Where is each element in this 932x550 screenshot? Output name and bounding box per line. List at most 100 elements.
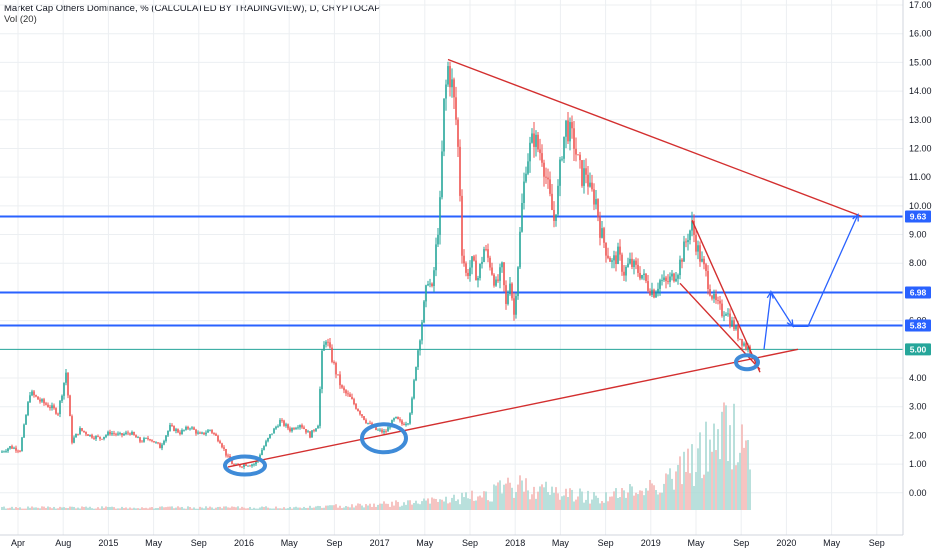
candle-body bbox=[731, 320, 733, 327]
price-tick-label: 13.00 bbox=[909, 115, 932, 125]
price-axis[interactable]: 17.00 16.00 15.00 14.00 13.00 12.00 11.00 10.00… bbox=[909, 0, 932, 498]
volume-bar bbox=[643, 495, 645, 510]
candle-body bbox=[39, 399, 41, 402]
volume-bar bbox=[711, 451, 713, 510]
candle-body bbox=[69, 395, 71, 417]
candle-body bbox=[545, 176, 547, 178]
volume-bar bbox=[147, 508, 149, 510]
price-badge bbox=[905, 343, 931, 356]
volume-bar bbox=[309, 505, 311, 510]
candle-body bbox=[225, 448, 227, 456]
volume-bar bbox=[33, 507, 35, 510]
volume-bar bbox=[99, 508, 101, 510]
volume-bar bbox=[591, 499, 593, 510]
candle-body bbox=[471, 256, 473, 268]
volume-bar bbox=[223, 506, 225, 510]
volume-bar bbox=[661, 492, 663, 510]
volume-bar bbox=[443, 501, 445, 510]
candle-body bbox=[463, 255, 465, 264]
volume-bar bbox=[273, 508, 275, 510]
candle-body bbox=[737, 325, 739, 339]
chart-title: Market Cap Others Dominance, % (CALCULAT… bbox=[4, 3, 381, 14]
candle-body bbox=[549, 179, 551, 194]
volume-bar bbox=[397, 501, 399, 510]
candle-body bbox=[137, 437, 139, 439]
volume-bar bbox=[519, 475, 521, 510]
candle-body bbox=[473, 256, 475, 261]
candle-body bbox=[245, 464, 247, 466]
candle-body bbox=[527, 161, 529, 174]
candle-body bbox=[185, 426, 187, 430]
candle-body bbox=[651, 289, 653, 295]
volume-bar bbox=[247, 508, 249, 510]
candle-body bbox=[311, 430, 313, 438]
candle-body bbox=[613, 255, 615, 261]
volume-bar bbox=[45, 507, 47, 510]
volume-bar bbox=[1, 506, 3, 510]
candle-body bbox=[275, 426, 277, 429]
volume-bar bbox=[101, 506, 103, 510]
candle-body bbox=[191, 427, 193, 429]
price-tick-label: 16.00 bbox=[909, 29, 932, 39]
candle-body bbox=[621, 254, 623, 272]
candle-body bbox=[673, 273, 675, 282]
candle-body bbox=[609, 257, 611, 262]
volume-bar bbox=[381, 503, 383, 510]
candle-body bbox=[269, 434, 271, 438]
volume-bar bbox=[9, 507, 11, 510]
candle-body bbox=[255, 461, 257, 465]
volume-bar bbox=[47, 506, 49, 510]
candle-body bbox=[299, 425, 301, 428]
candle-body bbox=[171, 425, 173, 426]
candle-body bbox=[291, 428, 293, 432]
volume-bar bbox=[361, 505, 363, 510]
candle-body bbox=[531, 133, 533, 143]
volume-bar bbox=[95, 508, 97, 510]
volume-bar bbox=[513, 497, 515, 510]
candle-body bbox=[233, 464, 235, 466]
candle-body bbox=[27, 402, 29, 416]
volume-bar bbox=[555, 487, 557, 510]
volume-bar bbox=[635, 492, 637, 510]
candle-body bbox=[411, 398, 413, 414]
candle-body bbox=[123, 433, 125, 436]
candle-body bbox=[551, 193, 553, 210]
candle-body bbox=[547, 177, 549, 180]
volume-bar bbox=[565, 488, 567, 510]
candle-body bbox=[41, 399, 43, 402]
volume-bar bbox=[625, 497, 627, 510]
volume-bar bbox=[255, 508, 257, 510]
volume-bar bbox=[395, 500, 397, 510]
candle-body bbox=[95, 436, 97, 439]
time-tick-label: Apr bbox=[11, 538, 25, 548]
volume-bar bbox=[339, 505, 341, 510]
volume-indicator-label[interactable]: Vol (20) bbox=[4, 14, 37, 25]
candle-body bbox=[557, 185, 559, 215]
candle-body bbox=[11, 446, 13, 449]
volume-bar bbox=[629, 484, 631, 510]
volume-bar bbox=[401, 505, 403, 510]
candle-body bbox=[467, 272, 469, 276]
candle-body bbox=[281, 420, 283, 421]
volume-bar bbox=[483, 491, 485, 510]
volume-bar bbox=[409, 500, 411, 510]
volume-bar bbox=[507, 477, 509, 510]
candle-body bbox=[635, 260, 637, 265]
candle-body bbox=[497, 279, 499, 281]
volume-bar bbox=[467, 498, 469, 510]
candle-body bbox=[165, 435, 167, 442]
candle-body bbox=[449, 66, 451, 88]
candle-body bbox=[387, 427, 389, 432]
candle-body bbox=[177, 429, 179, 433]
volume-bar bbox=[167, 506, 169, 510]
candle-body bbox=[499, 267, 501, 281]
candle-body bbox=[611, 260, 613, 262]
time-axis[interactable]: Apr Aug 2015 May Sep 2016 May Sep 2017 May Sep 2018… bbox=[11, 538, 885, 548]
volume-bar bbox=[391, 501, 393, 510]
volume-bar bbox=[485, 491, 487, 510]
candle-body bbox=[145, 437, 147, 439]
volume-bar bbox=[707, 471, 709, 510]
candle-body bbox=[211, 429, 213, 433]
volume-bar bbox=[689, 473, 691, 510]
